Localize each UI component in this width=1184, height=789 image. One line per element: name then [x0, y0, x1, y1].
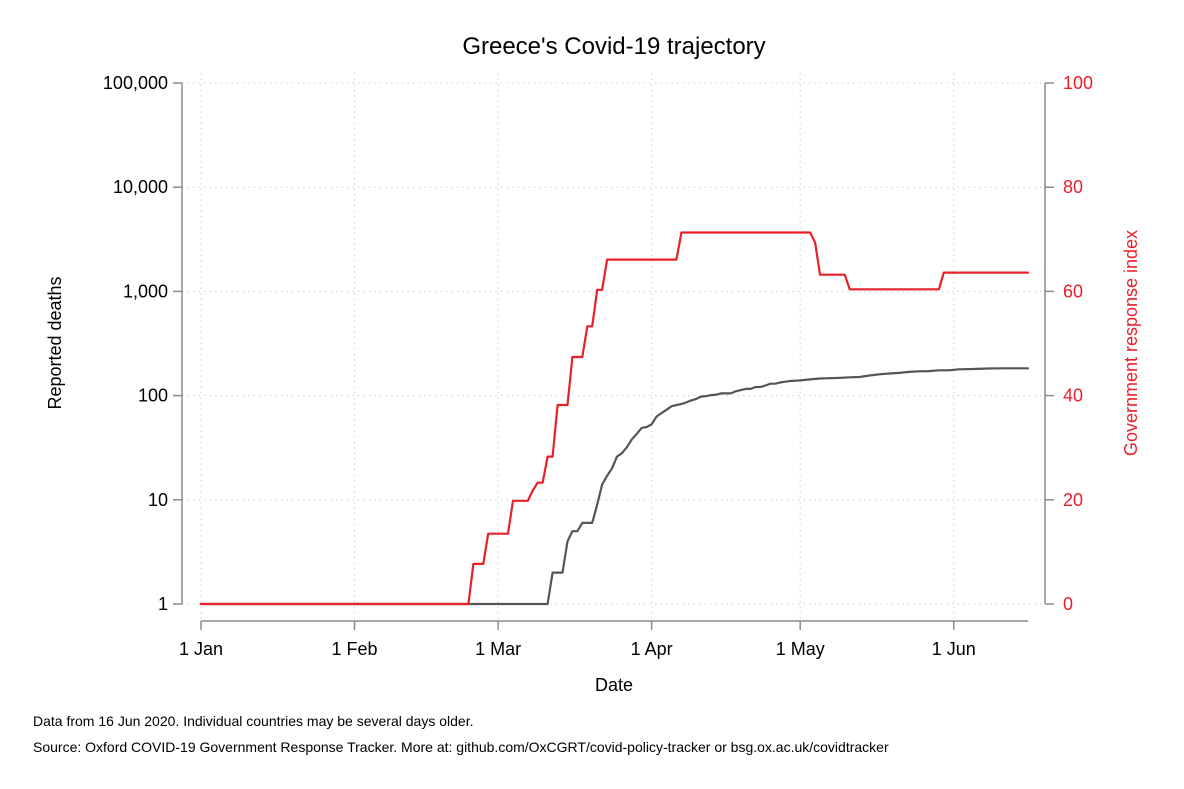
x-tick-label: 1 Apr	[631, 639, 673, 659]
x-tick-label: 1 Feb	[331, 639, 377, 659]
y-axis-left-label: Reported deaths	[45, 276, 65, 409]
y-right-tick-label: 0	[1063, 594, 1073, 614]
y-left-tick-label: 1	[158, 594, 168, 614]
y-left-tick-label: 10,000	[113, 177, 168, 197]
x-tick-label: 1 May	[776, 639, 825, 659]
tick-labels: 1 10 100 1,000 10,000 100,000 0 20 40 60 80 100 1 Ja…	[103, 73, 1093, 659]
y-right-tick-label: 20	[1063, 490, 1083, 510]
y-left-tick-label: 10	[148, 490, 168, 510]
y-left-tick-label: 1,000	[123, 281, 168, 301]
x-axis-label: Date	[595, 675, 633, 695]
y-axis-right-label: Government response index	[1121, 230, 1141, 456]
data-date-note: Data from 16 Jun 2020. Individual countr…	[33, 713, 473, 729]
series-lines	[199, 231, 1030, 606]
y-right-tick-label: 60	[1063, 281, 1083, 301]
y-right-tick-label: 40	[1063, 386, 1083, 406]
y-right-tick-label: 80	[1063, 177, 1083, 197]
source-note: Source: Oxford COVID-19 Government Respo…	[33, 739, 889, 755]
x-tick-label: 1 Jan	[179, 639, 223, 659]
x-tick-label: 1 Mar	[475, 639, 521, 659]
y-left-tick-label: 100,000	[103, 73, 168, 93]
response-index-series-line	[199, 231, 1030, 606]
axes	[173, 82, 1054, 630]
deaths-series-line	[199, 367, 1030, 606]
y-right-tick-label: 100	[1063, 73, 1093, 93]
x-tick-label: 1 Jun	[932, 639, 976, 659]
chart-title: Greece's Covid-19 trajectory	[462, 33, 765, 60]
y-left-tick-label: 100	[138, 386, 168, 406]
